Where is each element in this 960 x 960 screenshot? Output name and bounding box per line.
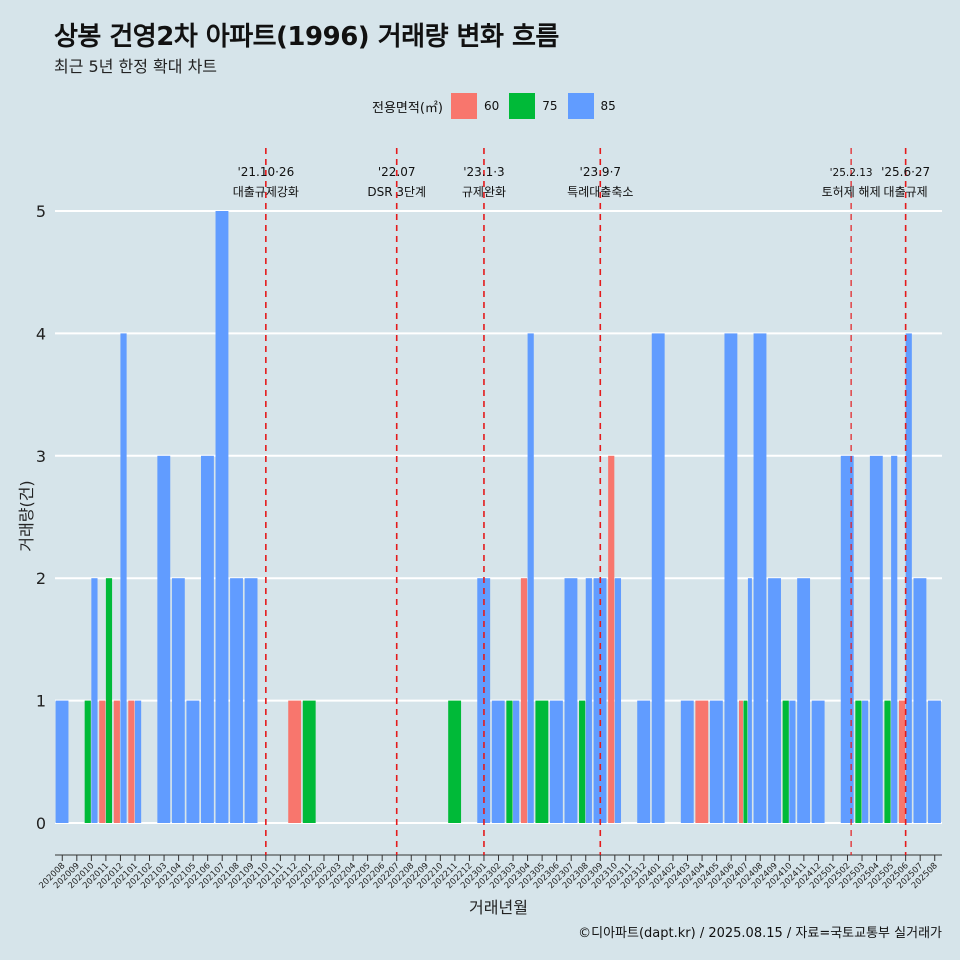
y-axis-title: 거래량(건) (17, 480, 36, 551)
bar-85-202105 (186, 700, 200, 823)
bar-85-202410 (789, 700, 796, 823)
policy-date-label: '23.1·3 (463, 165, 504, 179)
bar-85-202504 (869, 455, 883, 823)
bar-85-202411 (797, 578, 811, 823)
bar-85-202307 (564, 578, 578, 823)
bar-85-202403 (680, 700, 694, 823)
legend-item-85: 85 (567, 93, 616, 119)
chart-subtitle: 최근 5년 한정 확대 차트 (54, 57, 218, 76)
bar-85-202108 (230, 578, 243, 823)
bar-75-202211 (448, 700, 462, 823)
bar-85-202103 (157, 455, 171, 823)
bar-60-202407 (739, 700, 743, 823)
bar-60-202310 (608, 455, 615, 823)
bar-85-202106 (200, 455, 214, 823)
bar-85-202412 (811, 700, 825, 823)
bar-85-202303 (513, 700, 520, 823)
policy-date-label: '22.07 (378, 165, 416, 179)
bar-85-202508 (928, 700, 941, 823)
legend-key-75 (509, 93, 536, 119)
policy-name-label: 토허제 해제 (822, 185, 881, 199)
bar-75-202505 (884, 700, 891, 823)
bar-75-202201 (302, 700, 316, 823)
bar-75-202010 (84, 700, 91, 823)
policy-name-label: DSR 3단계 (367, 185, 426, 199)
bar-85-202104 (171, 578, 185, 823)
chart-title: 상봉 건영2차 아파트(1996) 거래량 변화 흐름 (54, 22, 559, 52)
legend-label-75: 75 (542, 99, 558, 113)
legend-item-60: 60 (450, 93, 500, 119)
policy-name-label: 특례대출축소 (567, 185, 633, 199)
legend-title: 전용면적(㎡) (372, 100, 443, 116)
bar-85-202308 (585, 578, 592, 823)
bar-75-202407 (743, 700, 748, 823)
bar-75-202308 (579, 700, 586, 823)
bar-75-202303 (506, 700, 513, 823)
legend-key-85 (567, 93, 594, 119)
bar-85-202505 (891, 455, 898, 823)
y-tick-label: 3 (36, 447, 46, 466)
bar-75-202410 (782, 700, 789, 823)
bar-75-202011 (105, 578, 113, 823)
legend-item-75: 75 (509, 93, 558, 119)
policy-date-label: '21.10·26 (237, 165, 294, 179)
bar-60-202112 (288, 700, 302, 823)
bar-85-202407 (747, 578, 752, 823)
bar-75-202305 (535, 700, 549, 823)
y-tick-label: 1 (36, 692, 46, 711)
legend-label-85: 85 (600, 99, 616, 113)
bar-85-202306 (549, 700, 563, 823)
bar-85-202312 (637, 700, 651, 823)
bar-85-202310 (614, 578, 622, 823)
bar-85-202012 (120, 333, 127, 823)
policy-date-label: '23.9·7 (580, 165, 621, 179)
bar-60-202404 (695, 700, 709, 823)
bar-85-202109 (244, 578, 258, 823)
bar-85-202507 (913, 578, 927, 823)
bar-85-202304 (527, 333, 534, 823)
y-tick-label: 0 (36, 814, 46, 833)
policy-name-label: 규제완화 (462, 185, 506, 199)
x-axis-title: 거래년월 (469, 898, 528, 917)
y-tick-label: 2 (36, 569, 46, 588)
policy-name-label: 대출규제 (884, 185, 928, 199)
bar-85-202409 (768, 578, 781, 823)
bar-85-202502 (840, 455, 854, 823)
bar-85-202401 (651, 333, 665, 823)
legend-key-60 (450, 93, 477, 119)
legend: 전용면적(㎡) 60 75 85 (372, 93, 626, 119)
bar-85-202010 (91, 578, 98, 823)
bar-60-202304 (520, 578, 528, 823)
bar-60-202011 (99, 700, 106, 823)
policy-date-label: '25.6·27 (881, 165, 930, 179)
bar-85-202503 (862, 700, 869, 823)
policy-date-label: '25.2.13 (830, 167, 873, 179)
bar-60-202101 (128, 700, 135, 823)
bar-85-202406 (724, 333, 738, 823)
bar-85-202408 (753, 333, 767, 823)
y-tick-label: 5 (36, 202, 46, 221)
policy-name-label: 대출규제강화 (233, 185, 299, 199)
bar-85-202101 (134, 700, 142, 823)
bar-85-202302 (491, 700, 505, 823)
bar-60-202012 (113, 700, 120, 823)
bar-60-202506 (898, 700, 906, 823)
legend-label-60: 60 (483, 99, 500, 113)
bar-85-202107 (215, 211, 229, 823)
bar-85-202008 (55, 700, 69, 823)
source-caption: ©디아파트(dapt.kr) / 2025.08.15 / 자료=국토교통부 실… (578, 926, 942, 941)
bar-75-202503 (855, 700, 862, 823)
bar-85-202405 (709, 700, 723, 823)
y-tick-label: 4 (36, 324, 46, 343)
bar-85-202506 (905, 333, 912, 823)
